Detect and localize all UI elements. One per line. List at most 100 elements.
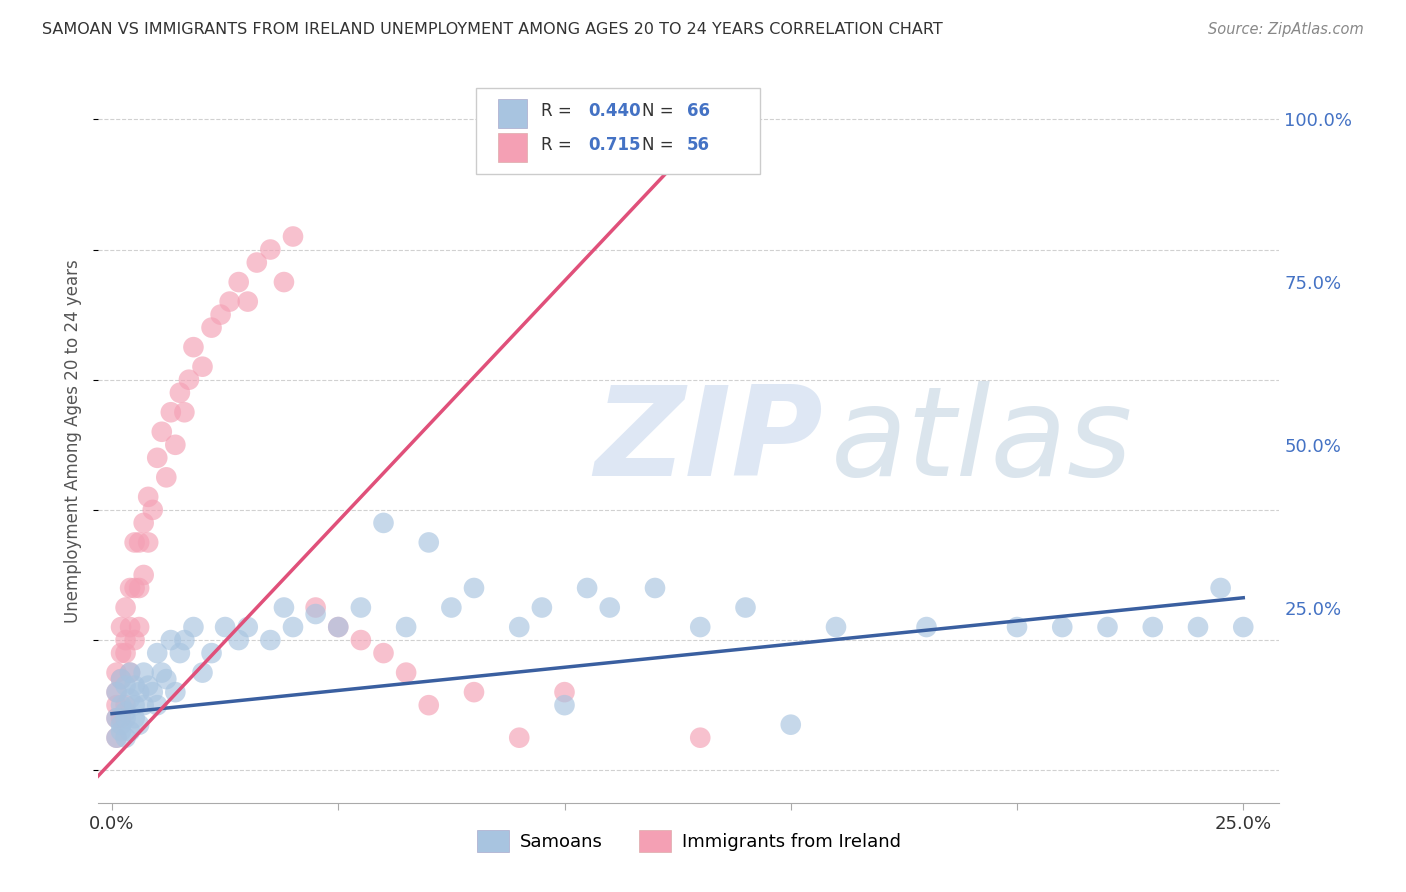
Point — [530, 600, 553, 615]
Point — [373, 646, 395, 660]
Point — [508, 731, 530, 745]
Point — [159, 405, 181, 419]
Point — [779, 717, 801, 731]
Point — [599, 600, 621, 615]
Point — [304, 607, 326, 621]
Legend: Samoans, Immigrants from Ireland: Samoans, Immigrants from Ireland — [470, 822, 908, 859]
Point — [105, 731, 128, 745]
Point — [236, 620, 259, 634]
Point — [328, 620, 350, 634]
Point — [128, 685, 150, 699]
Point — [1142, 620, 1164, 634]
Point — [132, 665, 155, 680]
Point — [132, 698, 155, 713]
Bar — [498, 133, 527, 162]
Point — [1097, 620, 1119, 634]
Point — [124, 535, 146, 549]
Point — [114, 705, 136, 719]
Point — [124, 711, 146, 725]
Point — [105, 698, 128, 713]
Text: 66: 66 — [686, 103, 710, 120]
Point — [281, 620, 304, 634]
Point — [246, 255, 269, 269]
Point — [350, 600, 373, 615]
Point — [150, 425, 173, 439]
Point — [114, 600, 136, 615]
Point — [110, 717, 132, 731]
Point — [1052, 620, 1074, 634]
Point — [132, 568, 155, 582]
Point — [350, 633, 373, 648]
Point — [110, 711, 132, 725]
Text: 0.715: 0.715 — [589, 136, 641, 154]
Point — [200, 320, 222, 334]
Point — [155, 470, 177, 484]
Point — [136, 490, 159, 504]
Point — [165, 685, 187, 699]
Point — [373, 516, 395, 530]
Point — [328, 620, 350, 634]
Point — [124, 581, 146, 595]
Point — [689, 731, 711, 745]
Point — [128, 620, 150, 634]
Point — [304, 600, 326, 615]
Point — [1187, 620, 1209, 634]
Point — [644, 581, 666, 595]
Point — [553, 698, 575, 713]
Text: atlas: atlas — [831, 381, 1133, 502]
Point — [110, 620, 132, 634]
Point — [114, 633, 136, 648]
Point — [114, 731, 136, 745]
Point — [105, 711, 128, 725]
Point — [915, 620, 938, 634]
Point — [114, 646, 136, 660]
Point — [1232, 620, 1254, 634]
Point — [105, 711, 128, 725]
Point — [114, 679, 136, 693]
Point — [136, 535, 159, 549]
Point — [165, 438, 187, 452]
Point — [508, 620, 530, 634]
Point — [150, 665, 173, 680]
Point — [169, 385, 191, 400]
Point — [142, 503, 165, 517]
Text: N =: N = — [641, 103, 679, 120]
Point — [418, 698, 440, 713]
Point — [395, 620, 418, 634]
Text: R =: R = — [541, 103, 578, 120]
Text: Source: ZipAtlas.com: Source: ZipAtlas.com — [1208, 22, 1364, 37]
Point — [110, 724, 132, 739]
Point — [228, 633, 250, 648]
Point — [553, 685, 575, 699]
Point — [159, 633, 181, 648]
Point — [128, 535, 150, 549]
Point — [183, 620, 205, 634]
Text: 56: 56 — [686, 136, 710, 154]
Point — [209, 308, 232, 322]
Point — [228, 275, 250, 289]
Point — [136, 679, 159, 693]
Point — [214, 620, 236, 634]
Point — [110, 698, 132, 713]
Point — [105, 665, 128, 680]
Text: 0.440: 0.440 — [589, 103, 641, 120]
Point — [132, 516, 155, 530]
Point — [273, 600, 295, 615]
Point — [120, 581, 142, 595]
Point — [169, 646, 191, 660]
Point — [110, 672, 132, 686]
Text: ZIP: ZIP — [595, 381, 823, 502]
Text: SAMOAN VS IMMIGRANTS FROM IRELAND UNEMPLOYMENT AMONG AGES 20 TO 24 YEARS CORRELA: SAMOAN VS IMMIGRANTS FROM IRELAND UNEMPL… — [42, 22, 943, 37]
Point — [105, 685, 128, 699]
Point — [128, 717, 150, 731]
Point — [124, 698, 146, 713]
Point — [191, 665, 214, 680]
Point — [120, 620, 142, 634]
Point — [1005, 620, 1028, 634]
Point — [173, 405, 195, 419]
Point — [273, 275, 295, 289]
Point — [440, 600, 463, 615]
Point — [110, 672, 132, 686]
Point — [120, 665, 142, 680]
Point — [120, 665, 142, 680]
